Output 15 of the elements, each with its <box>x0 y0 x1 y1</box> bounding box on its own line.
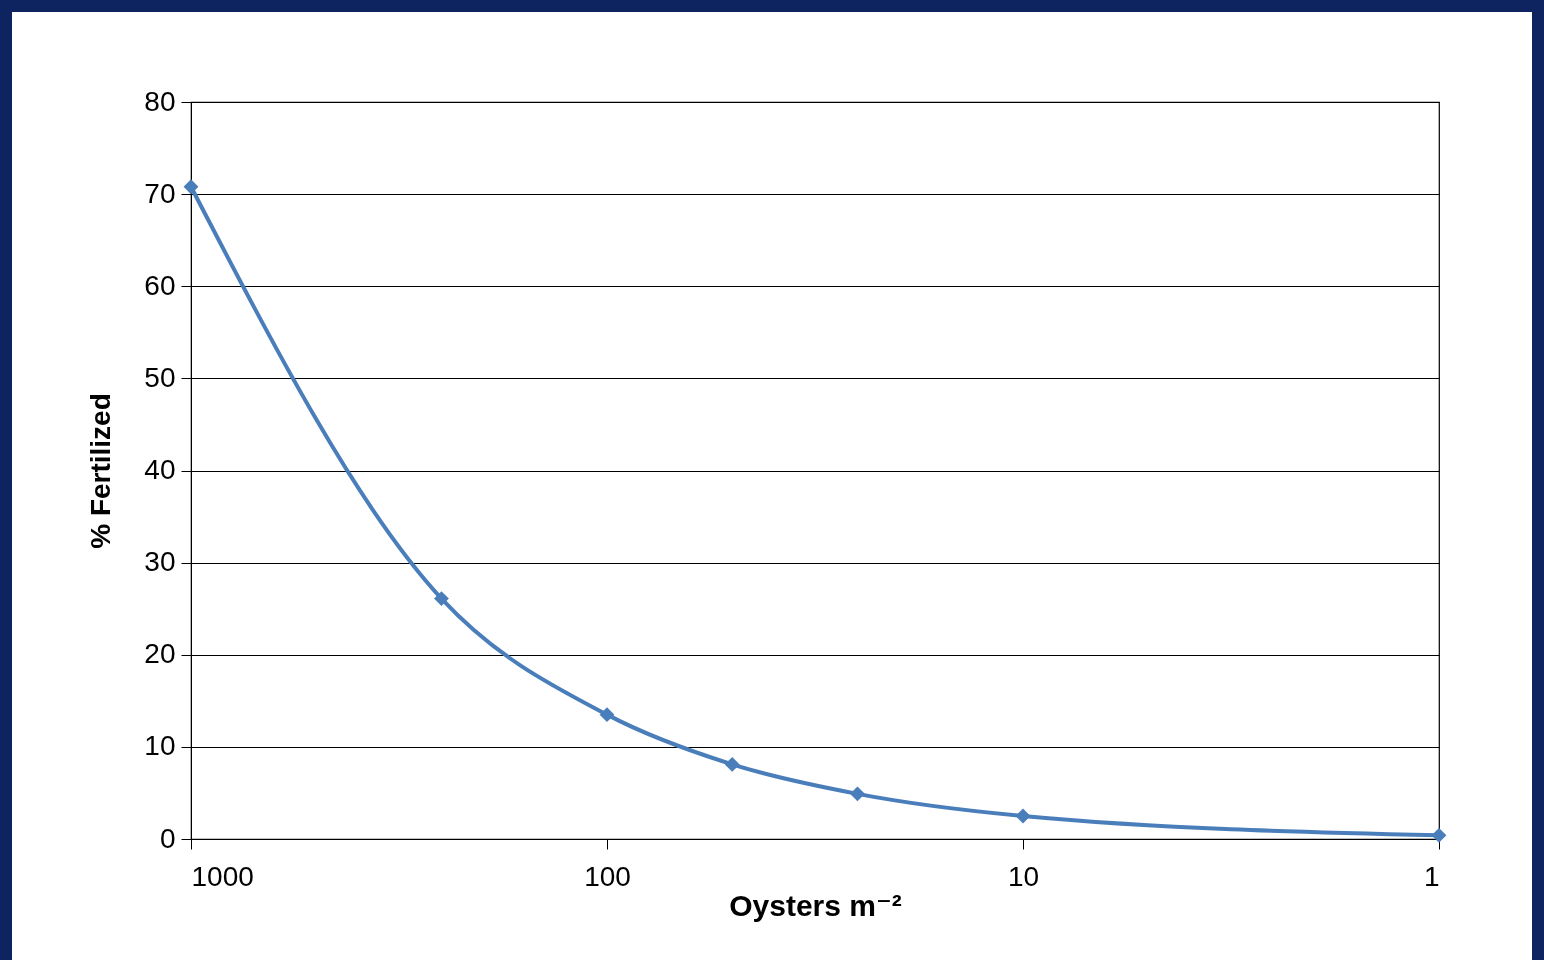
y-tick-label: 20 <box>144 638 176 670</box>
y-axis-title: % Fertilized <box>85 393 117 549</box>
y-tick-label: 10 <box>144 730 176 762</box>
x-tick-label: 1000 <box>191 860 254 892</box>
y-tick-label: 80 <box>144 85 176 117</box>
y-tick-label: 50 <box>144 361 176 393</box>
x-tick-label: 100 <box>584 860 631 892</box>
y-tick-label: 60 <box>144 269 176 301</box>
y-tick-label: 30 <box>144 546 176 578</box>
y-tick-label: 0 <box>159 822 176 854</box>
y-tick-label: 40 <box>144 454 176 485</box>
y-tick-label: 70 <box>144 177 176 209</box>
x-axis-title: Oysters m⁻² <box>729 888 902 922</box>
x-tick-label: 1 <box>1423 860 1440 892</box>
x-tick-label: 10 <box>1007 860 1040 892</box>
